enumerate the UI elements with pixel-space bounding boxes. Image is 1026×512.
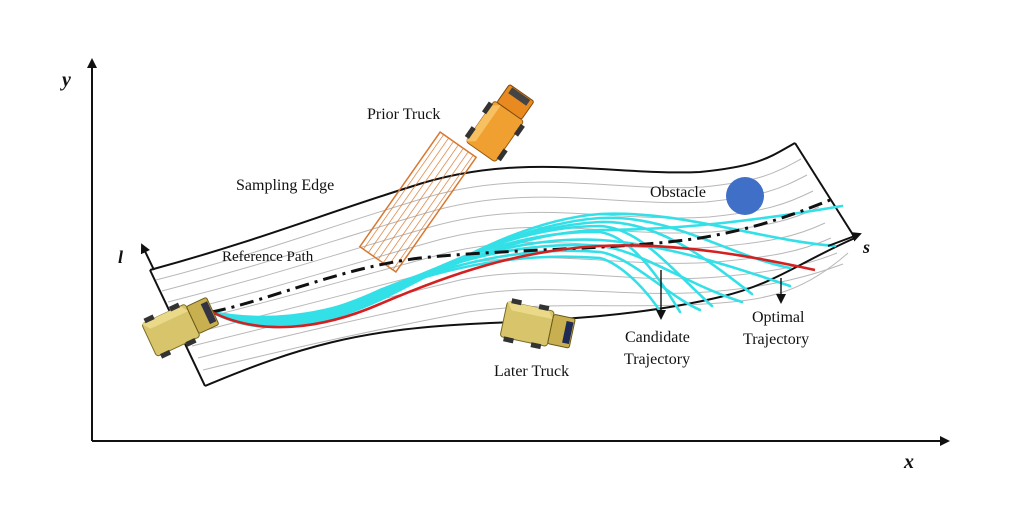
- candidate-trajectory-label-line1: Candidate: [625, 329, 690, 346]
- reference-path-label: Reference Path: [222, 249, 314, 265]
- later-truck-icon: [500, 298, 576, 350]
- x-axis-label: x: [903, 451, 914, 473]
- optimal-trajectory-label-line2: Trajectory: [743, 331, 809, 348]
- optimal-trajectory-label-line1: Optimal: [752, 309, 805, 326]
- band-end-edge: [794, 142, 856, 239]
- s-axis-label: s: [862, 237, 870, 257]
- annotation-arrows: [656, 270, 786, 320]
- l-axis-label: l: [118, 247, 123, 267]
- candidate-trajectories: [210, 204, 844, 329]
- y-axis-label: y: [60, 69, 71, 91]
- obstacle-label: Obstacle: [650, 184, 706, 201]
- s-axis: s: [827, 232, 870, 257]
- sampling-edge-label: Sampling Edge: [236, 177, 334, 194]
- reference-path: [211, 198, 831, 314]
- obstacle-circle: [726, 177, 764, 215]
- candidate-trajectory: [210, 224, 714, 324]
- diagram-labels: Prior Truck Sampling Edge Obstacle Refer…: [222, 106, 809, 380]
- optimal-trajectory: [211, 244, 816, 329]
- l-axis-arrow: [140, 243, 155, 271]
- world-axes: y x: [60, 58, 950, 473]
- s-axis-arrow: [827, 232, 862, 247]
- later-truck-label: Later Truck: [494, 363, 569, 380]
- ego-truck-icon: [141, 297, 219, 359]
- candidate-trajectory: [210, 204, 844, 319]
- sampling-band: [149, 142, 856, 387]
- l-axis: l: [118, 243, 155, 271]
- candidate-trajectory-label-line2: Trajectory: [624, 351, 690, 368]
- prior-truck-icon: [464, 84, 534, 162]
- upper-sampling-edge: [149, 142, 796, 271]
- prior-truck-label: Prior Truck: [367, 106, 440, 123]
- prior-truck-footprint: [358, 130, 478, 274]
- band-fill: [150, 143, 855, 386]
